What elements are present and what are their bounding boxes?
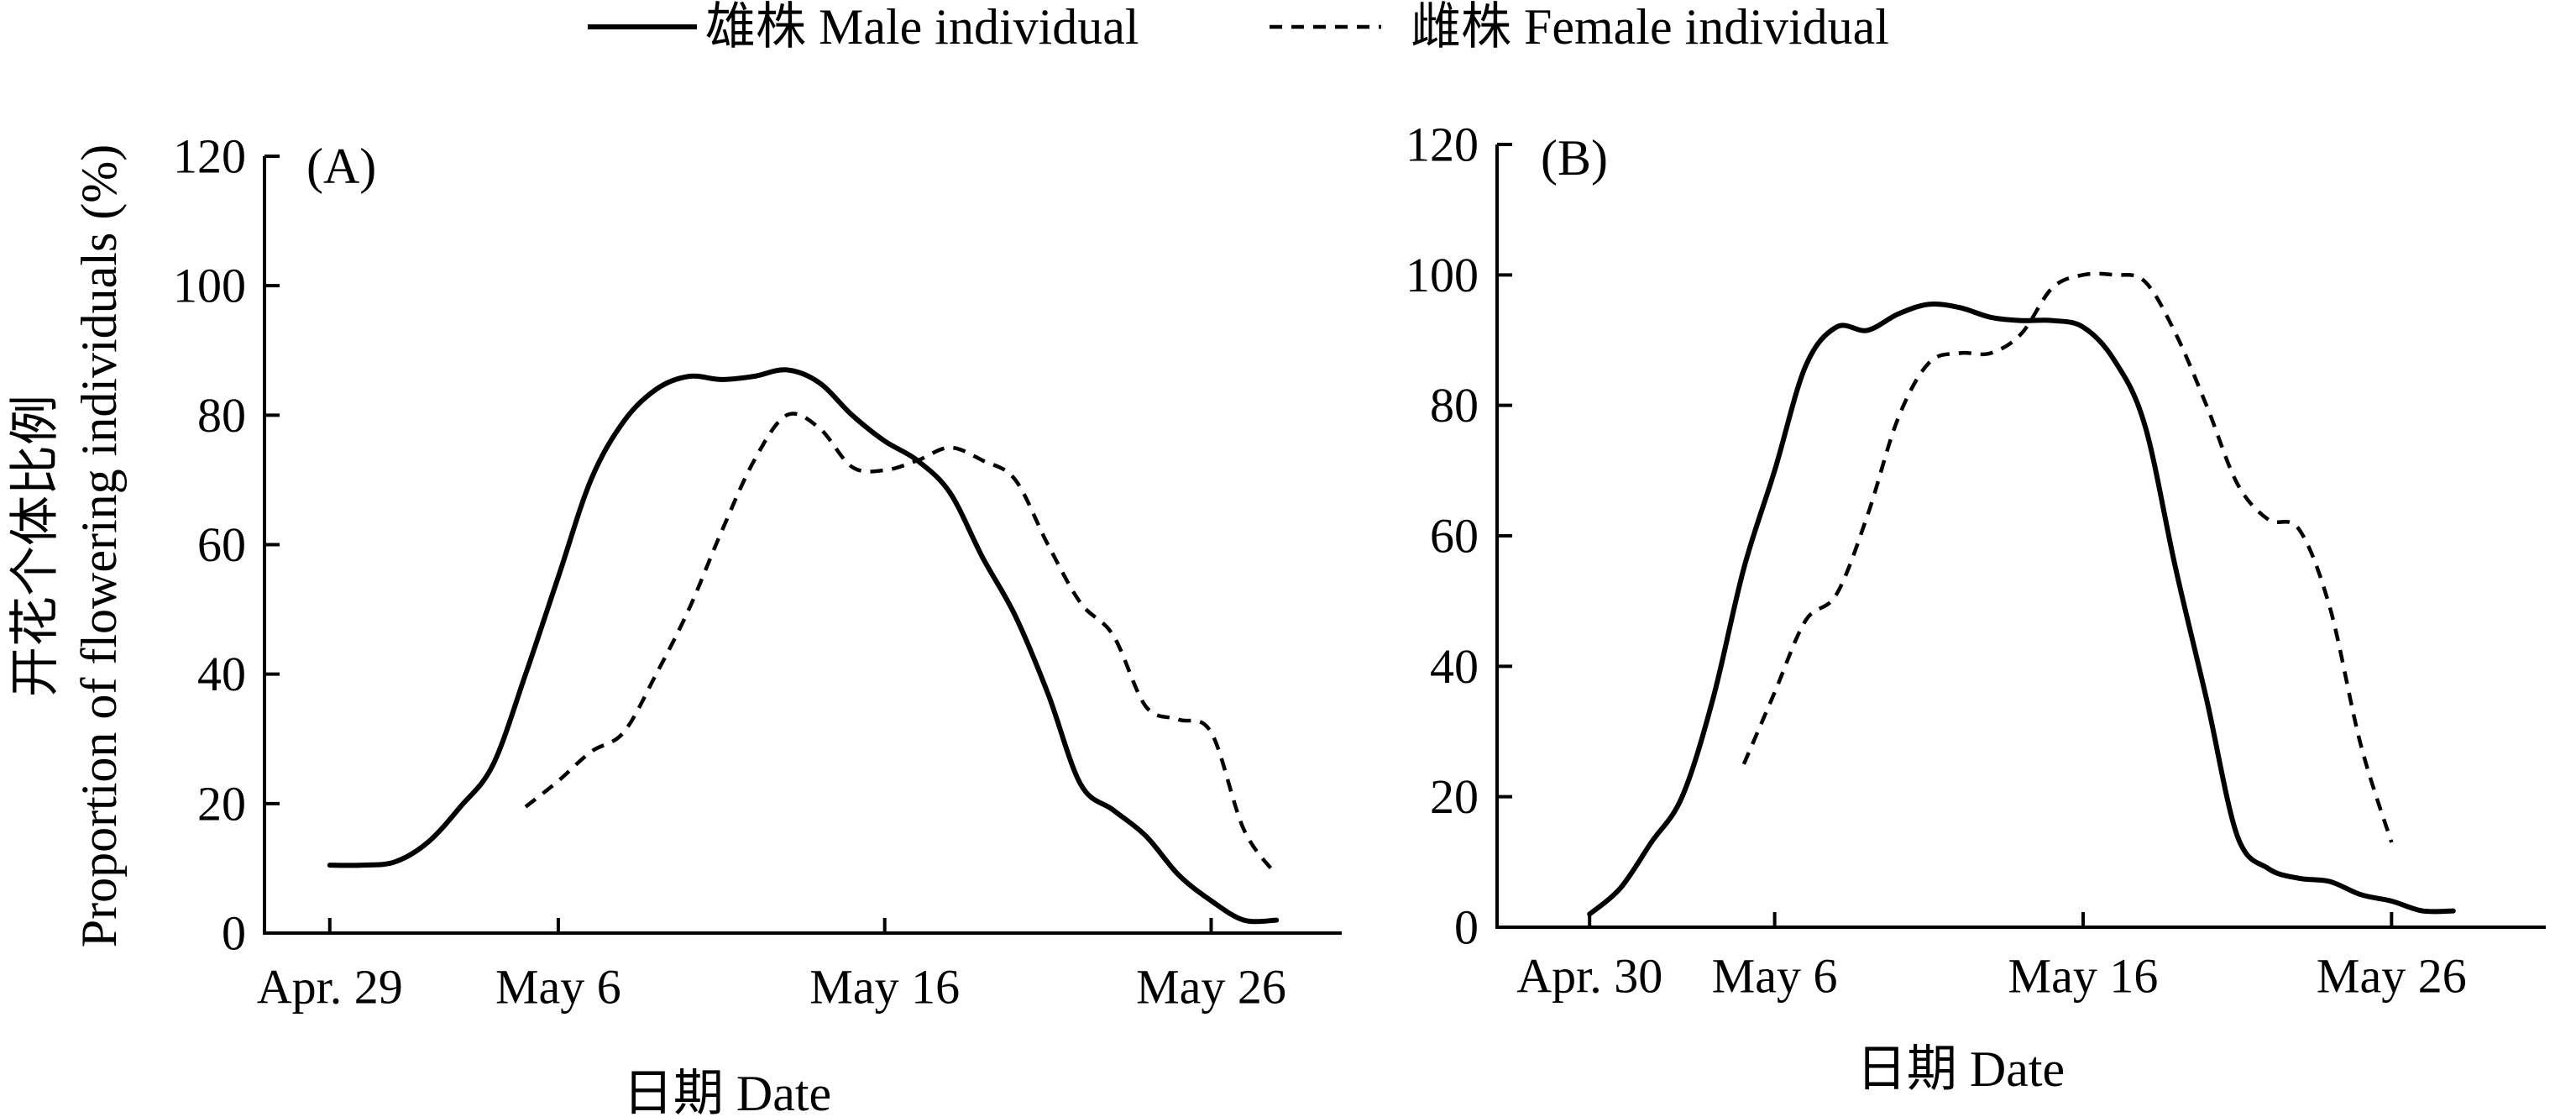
y-axis-title: 开花个体比例 Proportion of flowering individua… — [8, 144, 127, 948]
y-tick-label: 120 — [173, 129, 246, 184]
y-tick-label: 0 — [222, 906, 246, 961]
y-ticks: 0 20 40 60 80 100 120 — [1406, 118, 1512, 955]
y-tick-label: 40 — [1430, 639, 1479, 694]
series-layer — [1587, 271, 2456, 917]
y-axis-title-en: Proportion of flowering individuals (%) — [71, 144, 127, 948]
series-line-male — [1587, 301, 2456, 917]
x-tick-label: Apr. 30 — [1516, 949, 1662, 1004]
panel-b: 0 20 40 60 80 100 120 Apr. 30 May 6 May 16 May 26… — [1406, 118, 2546, 1097]
x-axis-title: 日期 Date — [1856, 1041, 2065, 1097]
legend-label-female: 雌株 Female individual — [1411, 0, 1889, 55]
x-tick-label: May 26 — [1136, 960, 1286, 1015]
x-tick-label: Apr. 29 — [257, 960, 403, 1015]
series-line-male — [327, 367, 1280, 925]
x-tick-label: May 6 — [495, 960, 621, 1015]
series-layer — [327, 367, 1280, 925]
y-tick-label: 20 — [197, 776, 246, 831]
y-tick-label: 0 — [1454, 900, 1479, 955]
y-tick-label: 100 — [1406, 248, 1479, 302]
y-axis-title-cn: 开花个体比例 — [8, 395, 63, 697]
y-ticks: 0 20 40 60 80 100 120 — [173, 129, 280, 961]
x-tick-label: May 16 — [809, 960, 960, 1015]
panel-label: (B) — [1541, 130, 1608, 186]
x-ticks: Apr. 30 May 6 May 16 May 26 — [1516, 912, 2467, 1004]
y-tick-label: 60 — [1430, 509, 1479, 564]
y-tick-label: 20 — [1430, 769, 1479, 824]
x-ticks: Apr. 29 May 6 May 16 May 26 — [257, 918, 1286, 1015]
y-tick-label: 80 — [197, 388, 246, 443]
y-tick-label: 80 — [1430, 378, 1479, 433]
series-line-female — [1741, 271, 2394, 843]
y-tick-label: 60 — [197, 517, 246, 572]
y-tick-label: 120 — [1406, 118, 1479, 172]
x-axis-title: 日期 Date — [623, 1066, 831, 1117]
x-tick-label: May 6 — [1712, 949, 1838, 1004]
panel-label: (A) — [306, 139, 376, 194]
y-tick-label: 100 — [173, 259, 246, 313]
panel-a: 0 20 40 60 80 100 120 Apr. 29 May 6 May 16 May 26… — [173, 129, 1342, 1117]
y-tick-label: 40 — [197, 647, 246, 701]
x-tick-label: May 26 — [2317, 949, 2467, 1004]
series-line-female — [524, 412, 1279, 876]
legend: 雄株 Male individual 雌株 Female individual — [588, 0, 1889, 55]
x-tick-label: May 16 — [2008, 949, 2159, 1004]
legend-label-male: 雄株 Male individual — [705, 0, 1139, 55]
